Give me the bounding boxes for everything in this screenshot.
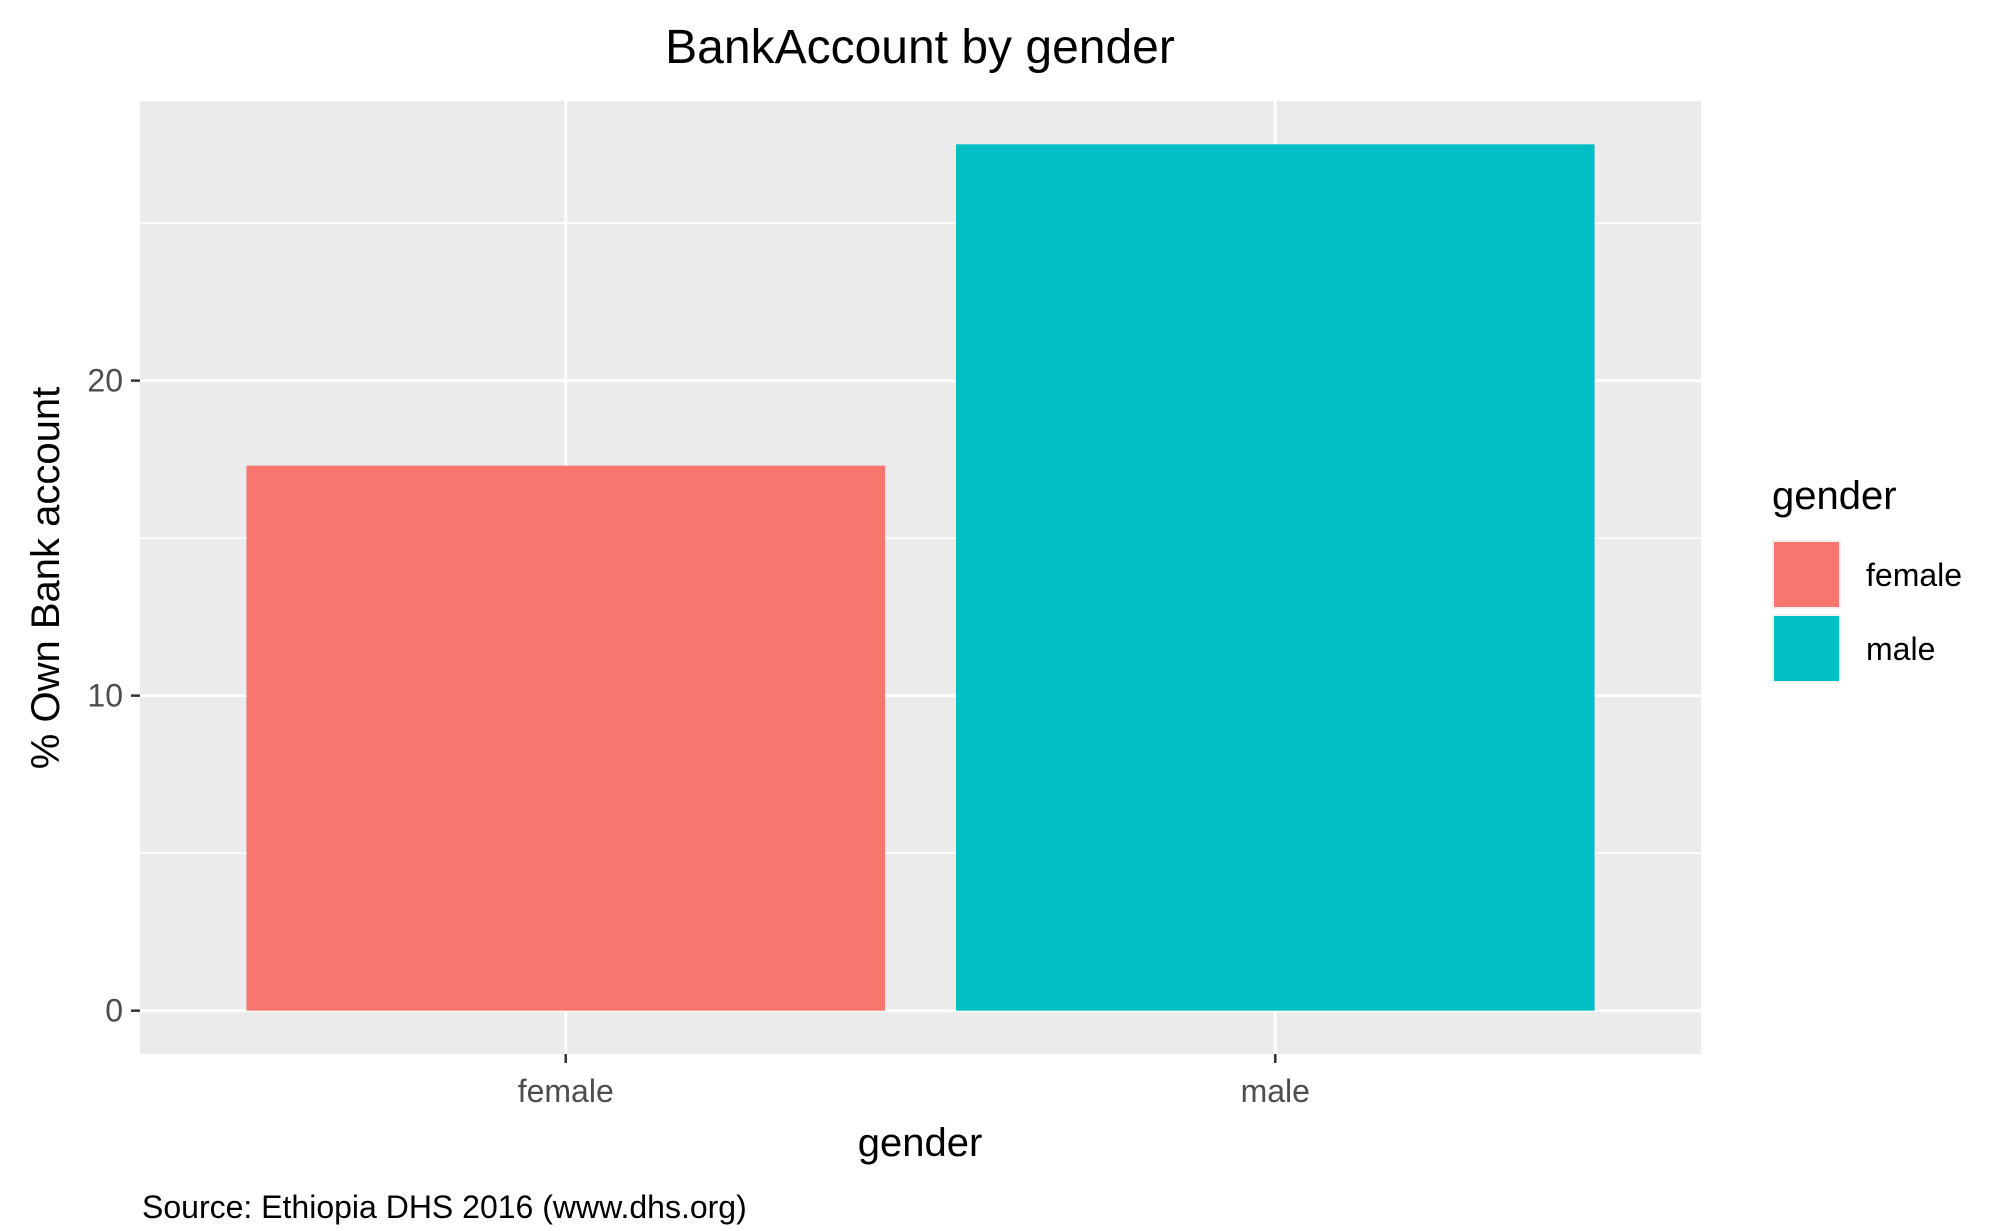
legend-title: gender (1772, 474, 1897, 518)
caption: Source: Ethiopia DHS 2016 (www.dhs.org) (142, 1189, 747, 1225)
bar-male (955, 144, 1595, 1011)
legend-swatch-male (1774, 616, 1839, 681)
y-tick-label: 10 (87, 678, 123, 714)
y-tick-label: 0 (105, 993, 123, 1029)
x-axis-title: gender (858, 1121, 983, 1165)
legend-label-male: male (1866, 631, 1935, 667)
legend-swatch-female (1774, 542, 1839, 607)
x-tick-label-male: male (1241, 1073, 1310, 1109)
bar-female (246, 465, 886, 1011)
legend: gender female male (1772, 474, 1962, 683)
chart-title: BankAccount by gender (665, 21, 1175, 74)
x-axis: female male (518, 1054, 1310, 1109)
legend-label-female: female (1866, 557, 1962, 593)
x-tick-label-female: female (518, 1073, 614, 1109)
y-tick-label: 20 (87, 363, 123, 399)
y-axis: 0 10 20 (87, 363, 140, 1029)
y-axis-title: % Own Bank account (24, 387, 68, 769)
bars (246, 144, 1595, 1011)
